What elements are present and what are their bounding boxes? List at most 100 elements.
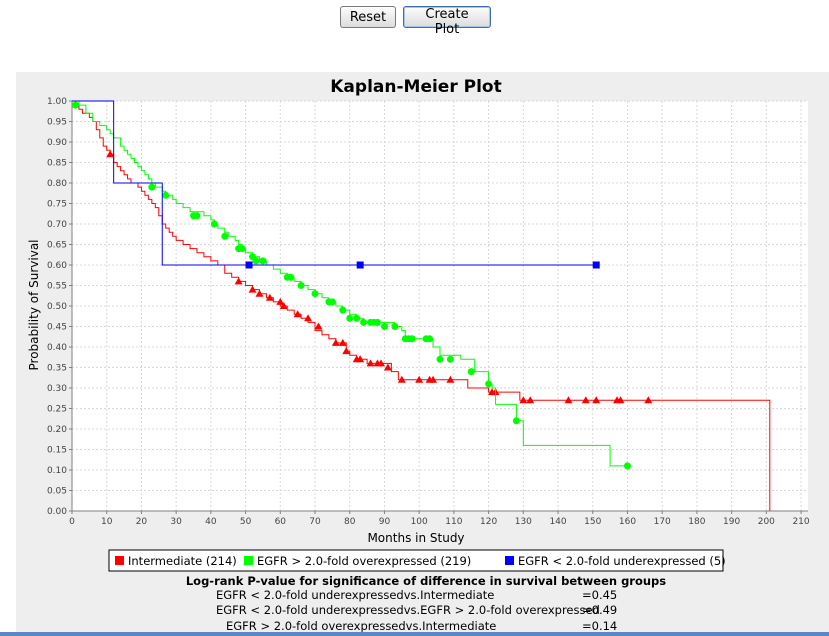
stats-row-label: EGFR > 2.0-fold overexpressedvs.Intermed… <box>226 619 496 632</box>
y-tick-label: 1.00 <box>47 97 67 107</box>
censor-mark <box>234 277 243 285</box>
censor-mark <box>376 359 385 367</box>
censor-mark <box>519 396 528 404</box>
censor-mark <box>581 396 590 404</box>
series-2 <box>72 100 600 269</box>
x-tick-label: 100 <box>411 517 428 527</box>
legend-box <box>108 549 724 572</box>
censor-mark <box>592 396 601 404</box>
censor-mark <box>210 220 218 228</box>
y-tick-label: 0.85 <box>47 159 67 169</box>
censor-mark <box>162 191 170 199</box>
censor-mark <box>512 417 520 425</box>
y-tick-label: 0.55 <box>47 282 67 292</box>
censor-mark <box>106 150 115 158</box>
censor-mark <box>526 396 535 404</box>
legend-label: EGFR < 2.0-fold underexpressed (5) <box>518 554 726 568</box>
censor-mark <box>366 359 375 367</box>
censor-mark <box>314 322 323 330</box>
x-tick-label: 130 <box>515 517 532 527</box>
censor-mark <box>623 462 631 470</box>
create-plot-button[interactable]: Create Plot <box>403 6 491 37</box>
legend-label: EGFR > 2.0-fold overexpressed (219) <box>257 554 471 568</box>
censor-mark <box>245 261 253 269</box>
censor-mark <box>293 310 302 318</box>
reset-button[interactable]: Reset <box>340 6 396 28</box>
chart-title: Kaplan-Meier Plot <box>330 77 501 97</box>
y-tick-label: 0.10 <box>47 466 67 476</box>
censor-mark <box>193 212 201 220</box>
y-tick-label: 0.50 <box>47 302 67 312</box>
y-tick-label: 0.20 <box>47 425 67 435</box>
stats-row-value: =0.14 <box>582 619 617 632</box>
x-tick-label: 120 <box>480 517 497 527</box>
y-tick-label: 0.80 <box>47 179 67 189</box>
censor-mark <box>356 261 364 269</box>
censor-mark <box>426 335 434 343</box>
x-axis-label: Months in Study <box>367 531 464 545</box>
legend-swatch <box>244 556 253 565</box>
legend-swatch <box>115 556 124 565</box>
censor-mark <box>356 355 365 363</box>
censor-mark <box>383 363 392 371</box>
censor-mark <box>644 396 653 404</box>
x-tick-label: 180 <box>688 517 705 527</box>
censor-mark <box>297 282 305 289</box>
chart-panel: 0 10 20 30 40 50 60 70 80 90 100 110 120 130 140 150 160… <box>16 72 829 632</box>
censor-mark <box>380 323 388 330</box>
censor-mark <box>436 355 444 363</box>
censor-mark <box>342 347 351 355</box>
censor-mark <box>221 232 229 240</box>
censor-mark <box>238 245 246 253</box>
x-tick-label: 200 <box>758 517 775 527</box>
censor-mark <box>446 355 454 363</box>
legend-swatch <box>505 556 514 565</box>
legend-label: Intermediate (214) <box>128 554 237 568</box>
x-tick-label: 190 <box>723 517 740 527</box>
y-tick-label: 0.95 <box>47 118 67 128</box>
y-tick-label: 0.70 <box>47 220 67 230</box>
stats-row-label: EGFR < 2.0-fold underexpressedvs.Interme… <box>216 588 494 602</box>
censor-mark <box>265 293 274 301</box>
axes: 0 10 20 30 40 50 60 70 80 90 100 110 120 130 140 150 160… <box>47 97 810 527</box>
censor-mark <box>616 396 625 404</box>
series-1 <box>71 100 631 470</box>
censor-mark <box>276 297 285 305</box>
x-tick-label: 210 <box>792 517 809 527</box>
censor-mark <box>346 314 354 322</box>
series-layer <box>71 100 771 511</box>
censor-mark <box>360 318 368 326</box>
censor-mark <box>374 318 382 326</box>
x-tick-label: 140 <box>549 517 566 527</box>
censor-mark <box>279 302 288 309</box>
censor-mark <box>248 285 257 293</box>
x-tick-label: 170 <box>654 517 671 527</box>
y-tick-label: 0.75 <box>47 200 67 210</box>
logrank-stats: Log-rank P-value for significance of dif… <box>186 574 666 632</box>
stats-row-label: EGFR < 2.0-fold underexpressedvs.EGFR > … <box>216 603 600 617</box>
censor-mark <box>71 101 79 109</box>
x-tick-label: 90 <box>379 517 391 527</box>
x-tick-label: 110 <box>445 517 462 527</box>
censor-mark <box>259 257 267 265</box>
x-tick-label: 40 <box>205 517 217 527</box>
y-tick-label: 0.30 <box>47 384 67 394</box>
censor-mark <box>255 289 264 297</box>
censor-mark <box>592 261 600 269</box>
y-tick-label: 0.45 <box>47 323 67 333</box>
censor-mark <box>429 375 438 383</box>
kaplan-meier-chart: 0 10 20 30 40 50 60 70 80 90 100 110 120 130 140 150 160… <box>27 77 810 632</box>
censor-mark <box>353 314 361 322</box>
censor-mark <box>304 314 313 322</box>
y-tick-label: 0.35 <box>47 364 67 374</box>
y-tick-label: 0.15 <box>47 446 67 456</box>
x-tick-label: 50 <box>240 517 252 527</box>
x-tick-label: 70 <box>309 517 321 527</box>
stats-title: Log-rank P-value for significance of dif… <box>186 574 666 588</box>
censor-mark <box>408 335 416 343</box>
censor-mark <box>391 323 399 330</box>
censor-mark <box>252 257 260 265</box>
censor-mark <box>287 273 295 281</box>
censor-mark <box>564 396 573 404</box>
y-tick-label: 0.05 <box>47 487 67 497</box>
